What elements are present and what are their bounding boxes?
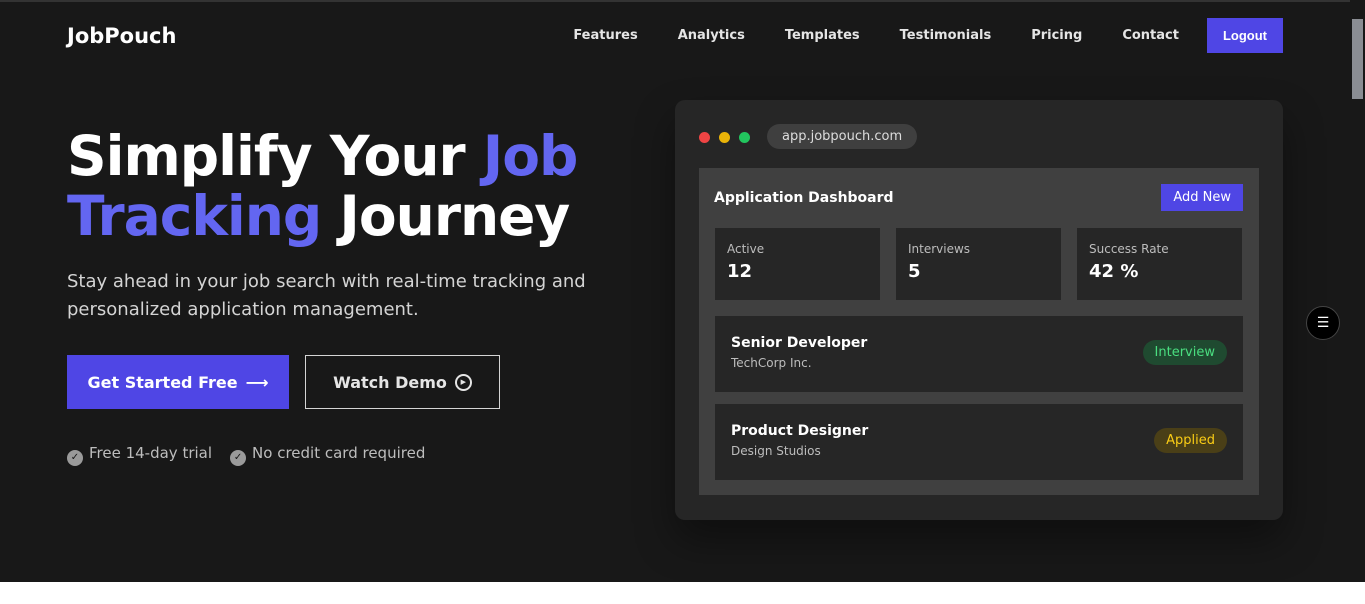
stat-active: Active 12 bbox=[715, 228, 880, 300]
nav-analytics[interactable]: Analytics bbox=[677, 28, 745, 43]
scrollbar-thumb[interactable] bbox=[1352, 19, 1363, 99]
job-card: Senior Developer TechCorp Inc. Interview bbox=[715, 316, 1243, 392]
nav-pricing[interactable]: Pricing bbox=[1031, 28, 1083, 43]
dashboard-preview: app.jobpouch.com Application Dashboard A… bbox=[675, 100, 1283, 520]
stat-value: 5 bbox=[908, 261, 921, 282]
job-title: Senior Developer bbox=[731, 335, 868, 351]
stat-value: 12 bbox=[727, 261, 753, 282]
scrollbar[interactable] bbox=[1350, 0, 1365, 582]
logout-button[interactable]: Logout bbox=[1206, 18, 1283, 53]
nav-templates[interactable]: Templates bbox=[784, 28, 860, 43]
stat-success-rate: Success Rate 42 % bbox=[1077, 228, 1242, 300]
nav-features[interactable]: Features bbox=[573, 28, 638, 43]
url-bar: app.jobpouch.com bbox=[767, 124, 918, 149]
nav-contact[interactable]: Contact bbox=[1122, 28, 1179, 43]
dashboard-title: Application Dashboard bbox=[714, 190, 894, 206]
title-accent: Tracking bbox=[67, 184, 322, 248]
nav-testimonials[interactable]: Testimonials bbox=[899, 28, 992, 43]
hero-title: Simplify Your Job Tracking Journey bbox=[67, 126, 627, 246]
accessibility-menu-icon[interactable]: ☰ bbox=[1306, 306, 1340, 340]
feature-item: ✓ Free 14-day trial bbox=[67, 444, 212, 466]
title-part: Simplify Your bbox=[67, 124, 483, 188]
arrow-right-icon: ⟶ bbox=[245, 372, 269, 392]
stat-value: 42 % bbox=[1089, 261, 1139, 282]
nav-bar: Features Analytics Templates Testimonial… bbox=[533, 18, 1283, 53]
check-icon: ✓ bbox=[230, 449, 247, 466]
feature-item: ✓ No credit card required bbox=[230, 444, 425, 466]
logo[interactable]: JobPouch bbox=[67, 24, 177, 48]
check-icon: ✓ bbox=[67, 449, 83, 466]
stat-label: Active bbox=[727, 242, 765, 256]
status-badge: Interview bbox=[1142, 340, 1227, 365]
stat-interviews: Interviews 5 bbox=[896, 228, 1061, 300]
stat-label: Success Rate bbox=[1089, 242, 1169, 256]
title-part: Journey bbox=[321, 184, 570, 248]
get-started-label: Get Started Free bbox=[87, 372, 238, 392]
job-company: Design Studios bbox=[731, 444, 821, 458]
yellow-dot-icon bbox=[719, 132, 730, 143]
hero-section: JobPouch Features Analytics Templates Te… bbox=[0, 0, 1350, 582]
feature-label: Free 14-day trial bbox=[89, 444, 213, 462]
stat-label: Interviews bbox=[908, 242, 971, 256]
watch-demo-button[interactable]: Watch Demo ▶ bbox=[305, 355, 500, 409]
feature-label: No credit card required bbox=[252, 444, 426, 462]
title-accent: Job bbox=[482, 124, 579, 188]
watch-demo-label: Watch Demo bbox=[333, 372, 447, 392]
application-dashboard: Application Dashboard Add New Active 12 I… bbox=[699, 168, 1259, 495]
job-card: Product Designer Design Studios Applied bbox=[715, 404, 1243, 480]
play-icon: ▶ bbox=[454, 373, 472, 391]
get-started-button[interactable]: Get Started Free ⟶ bbox=[67, 355, 289, 409]
job-company: TechCorp Inc. bbox=[731, 356, 812, 370]
job-title: Product Designer bbox=[731, 423, 869, 439]
status-badge: Applied bbox=[1154, 428, 1227, 453]
green-dot-icon bbox=[739, 132, 750, 143]
trial-features: ✓ Free 14-day trial ✓ No credit card requi… bbox=[67, 444, 425, 466]
hero-subtitle: Stay ahead in your job search with real-… bbox=[67, 271, 586, 320]
red-dot-icon bbox=[699, 132, 710, 143]
add-new-button[interactable]: Add New bbox=[1161, 184, 1243, 211]
